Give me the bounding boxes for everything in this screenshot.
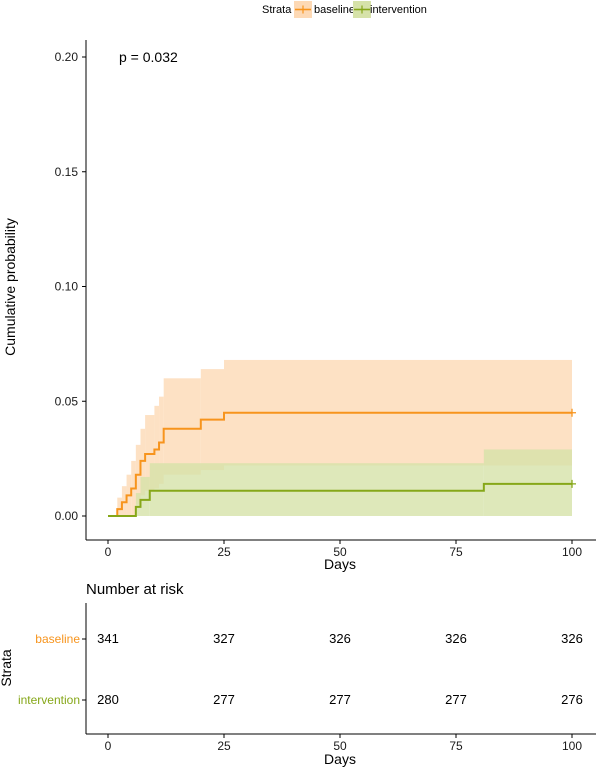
series-lines [108, 408, 576, 517]
ci-segment-baseline [163, 378, 201, 475]
y-tick-label: 0.15 [55, 165, 79, 179]
ci-segment-intervention [483, 449, 572, 516]
legend-title: Strata [262, 4, 292, 16]
legend-label-intervention: intervention [370, 4, 427, 16]
ci-segment-baseline [117, 497, 122, 516]
risk-cell-intervention: 277 [329, 692, 351, 707]
risk-x-tick-label: 50 [333, 739, 347, 753]
risk-cell-intervention: 276 [561, 692, 583, 707]
ci-band-intervention [135, 449, 572, 516]
risk-cell-intervention: 277 [445, 692, 467, 707]
risk-row-label-intervention: intervention [18, 693, 80, 707]
risk-x-tick-label: 75 [449, 739, 463, 753]
censor-mark-intervention [568, 479, 576, 488]
risk-cells: 341 327 326 326 326 280 277 277 277 276 [82, 631, 583, 707]
x-tick-label: 0 [105, 545, 112, 559]
risk-cell-baseline: 341 [97, 631, 119, 646]
censor-mark-baseline [568, 408, 576, 417]
x-axis-title: Days [324, 556, 356, 572]
ci-segment-intervention [140, 476, 150, 516]
legend: Strata baseline intervention [262, 1, 427, 18]
main-plot: 0.00 0.05 0.10 0.15 0.20 0 25 50 75 100 p = 0.03… [2, 40, 596, 572]
risk-x-ticks: 0 25 50 75 100 [105, 734, 582, 753]
ci-segment-intervention [135, 493, 141, 516]
ci-segment-baseline [145, 415, 155, 491]
y-tick-label: 0.20 [55, 50, 79, 64]
risk-cell-baseline: 327 [213, 631, 235, 646]
series-line-intervention [108, 482, 572, 517]
x-tick-label: 75 [449, 545, 463, 559]
risk-row-label-baseline: baseline [35, 632, 80, 646]
ci-segment-intervention [149, 463, 484, 516]
risk-cell-baseline: 326 [329, 631, 351, 646]
p-value-annotation: p = 0.032 [119, 49, 178, 65]
ci-segment-baseline [159, 396, 164, 484]
risk-table-ylabel: Strata [0, 649, 14, 687]
risk-table-title: Number at risk [86, 581, 184, 598]
ci-bands [117, 359, 572, 516]
legend-label-baseline: baseline [314, 4, 355, 16]
risk-x-tick-label: 0 [105, 739, 112, 753]
risk-x-tick-label: 100 [562, 739, 582, 753]
ci-segment-baseline [121, 486, 127, 516]
risk-cell-intervention: 280 [97, 692, 119, 707]
ci-segment-baseline [154, 405, 160, 489]
risk-table: Number at risk baseline intervention Str… [0, 581, 596, 767]
x-ticks: 0 25 50 75 100 [105, 540, 582, 559]
y-tick-label: 0.10 [55, 280, 79, 294]
y-tick-label: 0.00 [55, 509, 79, 523]
x-tick-label: 100 [562, 545, 582, 559]
series-line-baseline [108, 411, 572, 517]
y-tick-label: 0.05 [55, 394, 79, 408]
ci-segment-baseline [140, 428, 146, 496]
risk-x-axis-title: Days [324, 751, 356, 767]
x-tick-label: 25 [217, 545, 231, 559]
risk-cell-baseline: 326 [445, 631, 467, 646]
risk-cell-intervention: 277 [213, 692, 235, 707]
y-axis-title: Cumulative probability [2, 218, 18, 356]
risk-x-tick-label: 25 [217, 739, 231, 753]
y-ticks: 0.00 0.05 0.10 0.15 0.20 [55, 50, 86, 523]
risk-cell-baseline: 326 [561, 631, 583, 646]
x-tick-label: 50 [333, 545, 347, 559]
